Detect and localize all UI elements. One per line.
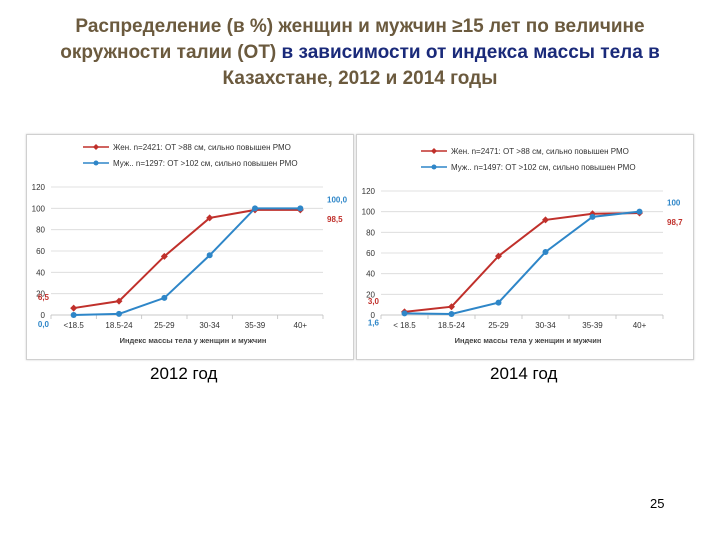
x-tick-label: 18.5-24 — [105, 321, 133, 330]
legend-label-0: Жен. n=2471: ОТ >88 см, сильно повышен Р… — [451, 147, 629, 156]
y-tick-label: 80 — [36, 226, 45, 235]
series-line-1 — [73, 207, 301, 316]
page-number: 25 — [650, 496, 665, 511]
caption-2012: 2012 год — [150, 364, 218, 383]
data-point-1-3 — [206, 252, 213, 259]
data-point-0-0 — [70, 304, 78, 312]
y-tick-label: 100 — [362, 208, 376, 217]
data-point-0-2 — [160, 252, 168, 260]
y-tick-label: 40 — [36, 268, 45, 277]
slide-title: Распределение (в %) женщин и мужчин ≥15 … — [20, 14, 700, 92]
point-label-3: 98,7 — [667, 218, 683, 227]
y-tick-label: 20 — [36, 290, 45, 299]
y-tick-label: 20 — [366, 290, 375, 299]
x-tick-label: 35-39 — [582, 321, 603, 330]
legend-marker-1 — [93, 160, 99, 166]
legend-marker-1 — [431, 164, 437, 170]
data-point-1-4 — [589, 213, 596, 220]
point-label-3: 98,5 — [327, 215, 343, 224]
y-tick-label: 120 — [362, 187, 376, 196]
series-line-0 — [404, 212, 640, 313]
y-tick-label: 0 — [371, 311, 376, 320]
y-tick-label: 60 — [36, 247, 45, 256]
data-point-0-1 — [448, 303, 455, 311]
x-tick-label: 30-34 — [535, 321, 556, 330]
point-label-2: 100 — [667, 199, 681, 208]
x-tick-label: 18.5-24 — [438, 321, 466, 330]
data-point-1-3 — [542, 248, 549, 255]
data-point-0-4 — [589, 210, 596, 218]
data-point-1-4 — [252, 205, 258, 212]
x-tick-label: 40+ — [294, 321, 308, 330]
data-point-0-3 — [542, 216, 549, 224]
series-line-0 — [73, 208, 301, 310]
data-point-1-5 — [636, 208, 643, 215]
y-tick-label: 40 — [366, 270, 375, 279]
x-tick-label: 30-34 — [199, 321, 220, 330]
x-axis-title: Индекс массы тела у женщин и мужчин — [120, 336, 267, 345]
chart-2012-svg: Жен. n=2421: ОТ >88 см, сильно повышен Р… — [32, 143, 348, 345]
point-label-1: 0,0 — [38, 320, 50, 329]
point-label-2: 100,0 — [327, 195, 348, 204]
y-tick-label: 100 — [32, 204, 46, 213]
data-point-1-0 — [70, 312, 77, 318]
point-label-0: 3,0 — [368, 297, 380, 306]
y-tick-label: 60 — [366, 249, 375, 258]
x-tick-label: 35-39 — [245, 321, 266, 330]
series-line-1 — [404, 210, 640, 315]
title-accent: в зависимости от индекса массы тела в — [281, 42, 660, 63]
legend-marker-0 — [431, 148, 437, 154]
y-tick-label: 0 — [41, 311, 46, 320]
chart-2014: Жен. n=2471: ОТ >88 см, сильно повышен Р… — [356, 134, 694, 360]
legend-label-1: Муж.. n=1497: ОТ >102 см, сильно повышен… — [451, 163, 636, 172]
data-point-1-0 — [401, 310, 408, 317]
title-line-1: Распределение (в %) женщин и мужчин ≥15 … — [60, 16, 645, 63]
data-point-1-1 — [116, 310, 122, 317]
legend-marker-0 — [93, 144, 99, 150]
legend-label-1: Муж.. n=1297: ОТ >102 см, сильно повышен… — [113, 159, 298, 168]
data-point-1-1 — [448, 310, 455, 317]
x-tick-label: < 18.5 — [393, 321, 416, 330]
x-tick-label: 25-29 — [488, 321, 509, 330]
point-label-1: 1,6 — [368, 318, 380, 327]
x-tick-label: 40+ — [633, 321, 647, 330]
chart-2012: Жен. n=2421: ОТ >88 см, сильно повышен Р… — [26, 134, 354, 360]
legend-label-0: Жен. n=2421: ОТ >88 см, сильно повышен Р… — [113, 143, 291, 152]
x-tick-label: <18.5 — [64, 321, 85, 330]
data-point-0-3 — [206, 214, 214, 222]
data-point-0-1 — [115, 297, 123, 305]
title-line-3: Казахстане, 2012 и 2014 годы — [222, 68, 498, 89]
y-tick-label: 80 — [366, 228, 375, 237]
y-tick-label: 120 — [32, 183, 46, 192]
x-axis-title: Индекс массы тела у женщин и мужчин — [455, 336, 602, 345]
data-point-1-2 — [161, 294, 168, 301]
x-tick-label: 25-29 — [154, 321, 175, 330]
chart-2014-svg: Жен. n=2471: ОТ >88 см, сильно повышен Р… — [362, 147, 683, 345]
data-point-1-2 — [495, 299, 502, 306]
data-point-0-2 — [495, 252, 502, 260]
data-point-1-5 — [297, 205, 304, 212]
point-label-0: 6,5 — [38, 293, 50, 302]
caption-2014: 2014 год — [490, 364, 558, 383]
